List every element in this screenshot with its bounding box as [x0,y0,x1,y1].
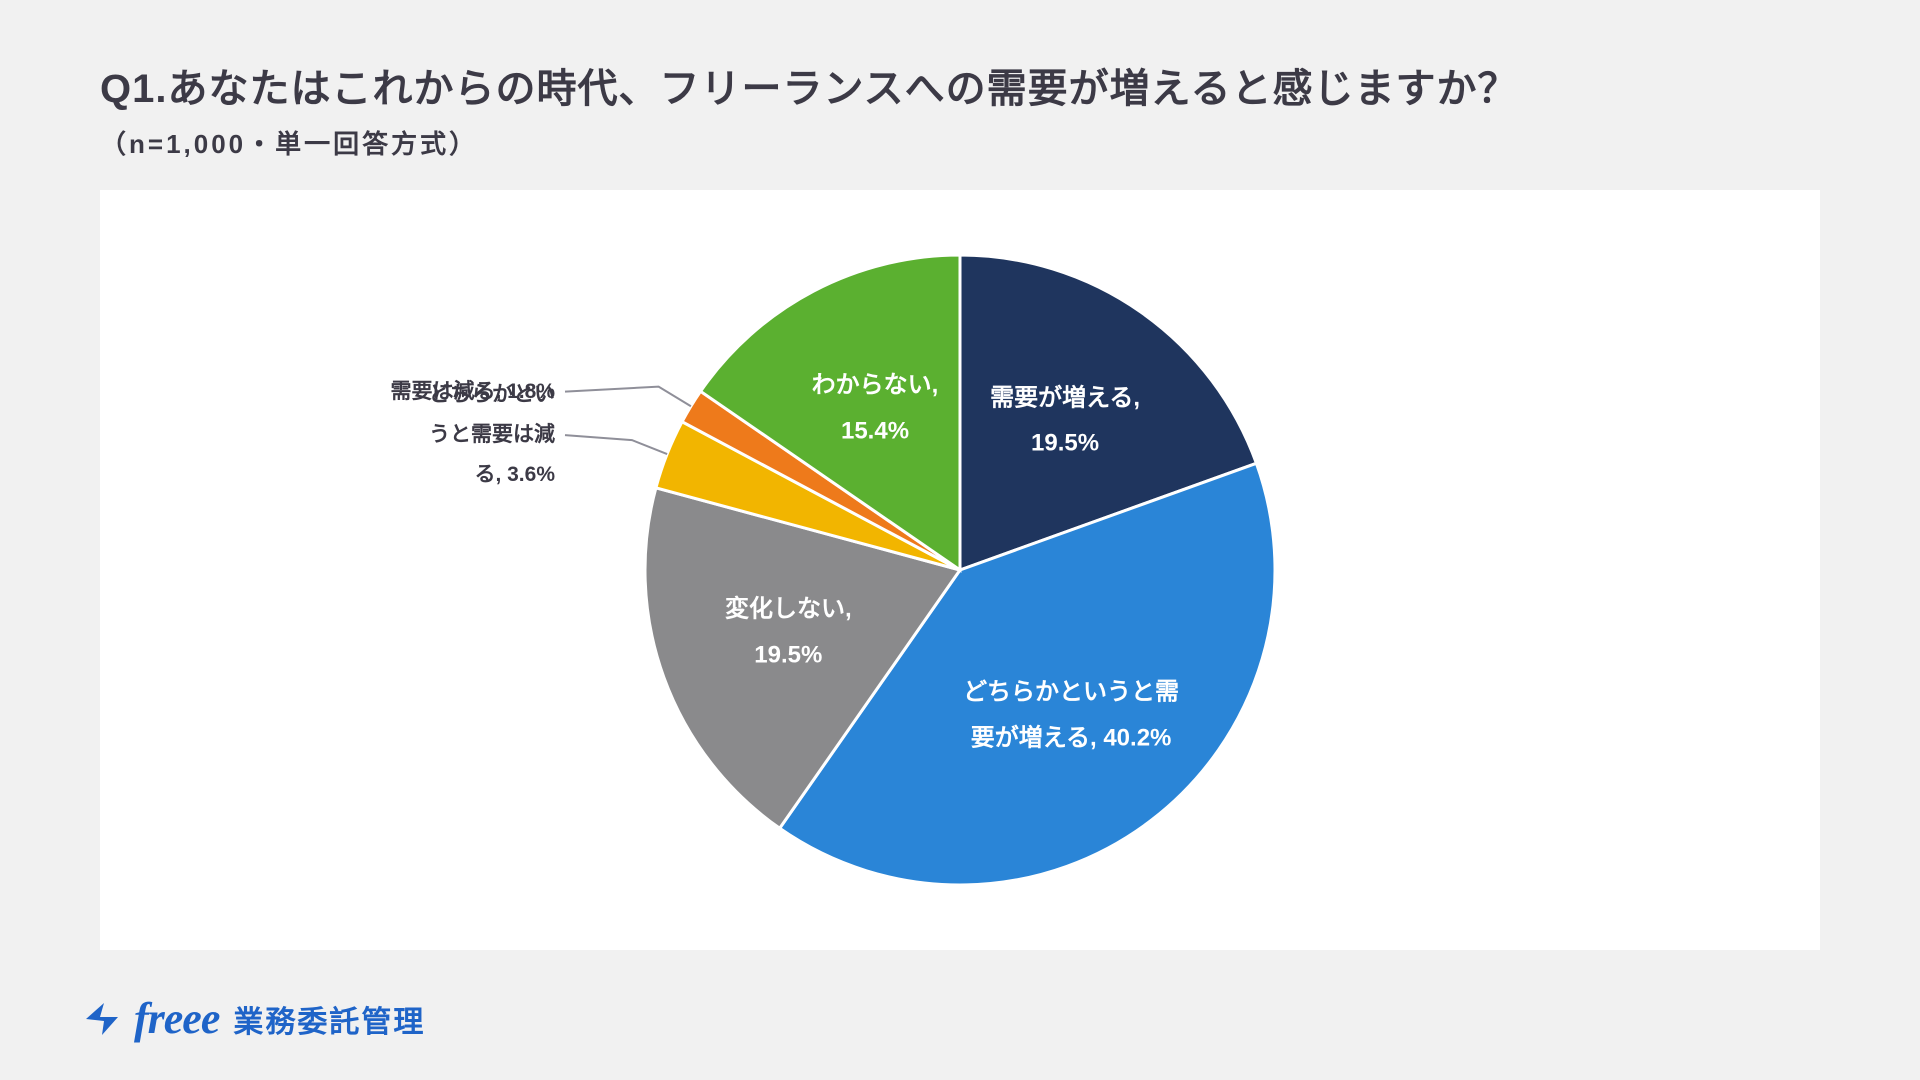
slice-callout-label: 需要は減る, 1.8% [390,372,555,412]
question-title: Q1.あなたはこれからの時代、フリーランスへの需要が増えると感じますか？ [100,56,1820,114]
pie-chart: 需要が増える, 19.5%どちらかというと需 要が増える, 40.2%変化しない… [645,255,1275,885]
bird-icon [80,999,120,1039]
footer-brand-text: freee [134,993,219,1044]
chart-panel: 需要が増える, 19.5%どちらかというと需 要が増える, 40.2%変化しない… [100,190,1820,950]
footer-suffix-text: 業務委託管理 [233,997,425,1041]
header: Q1.あなたはこれからの時代、フリーランスへの需要が増えると感じますか？ （n=… [0,0,1920,161]
footer-logo: freee 業務委託管理 [80,993,425,1044]
